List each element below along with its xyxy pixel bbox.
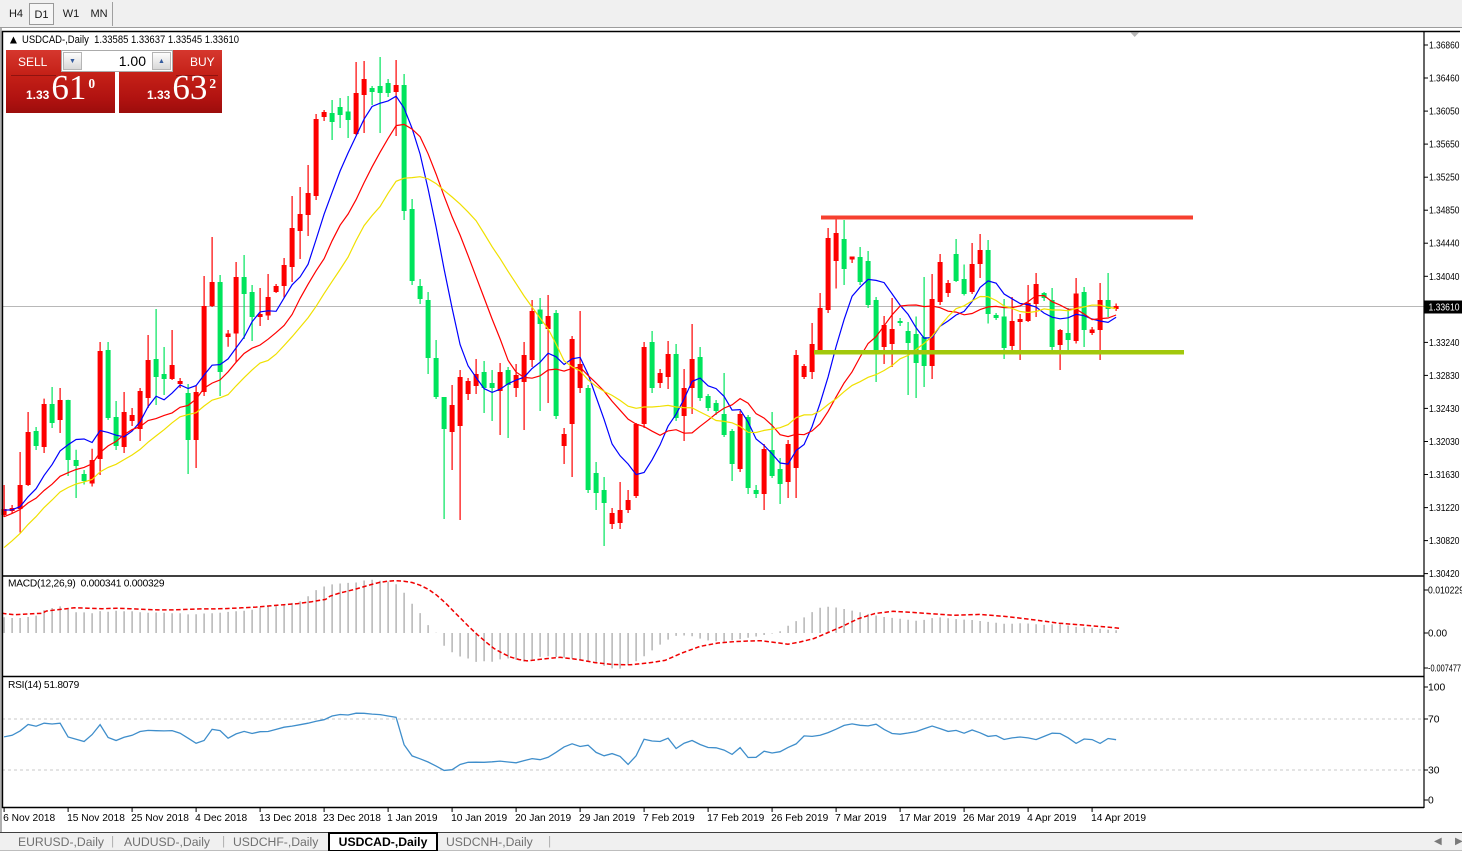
- svg-text:15 Nov 2018: 15 Nov 2018: [67, 813, 125, 824]
- svg-text:1.31630: 1.31630: [1429, 470, 1460, 481]
- svg-text:26 Mar 2019: 26 Mar 2019: [963, 813, 1021, 824]
- svg-text:10 Jan 2019: 10 Jan 2019: [451, 813, 507, 824]
- svg-text:4 Apr 2019: 4 Apr 2019: [1027, 813, 1077, 824]
- svg-text:▲: ▲: [8, 33, 20, 47]
- svg-text:30: 30: [1428, 766, 1440, 777]
- svg-text:1.32030: 1.32030: [1429, 437, 1460, 448]
- svg-text:25 Nov 2018: 25 Nov 2018: [131, 813, 189, 824]
- svg-text:1.33610: 1.33610: [1429, 303, 1460, 314]
- svg-text:14 Apr 2019: 14 Apr 2019: [1091, 813, 1146, 824]
- svg-text:RSI(14) 51.8079: RSI(14) 51.8079: [8, 680, 80, 691]
- svg-text:0.00: 0.00: [1428, 629, 1447, 640]
- svg-text:20 Jan 2019: 20 Jan 2019: [515, 813, 571, 824]
- svg-text:1.36050: 1.36050: [1429, 107, 1460, 118]
- svg-text:1.36860: 1.36860: [1429, 41, 1460, 52]
- svg-text:1.34440: 1.34440: [1429, 239, 1460, 250]
- svg-text:4 Dec 2018: 4 Dec 2018: [195, 813, 247, 824]
- svg-text:6 Nov 2018: 6 Nov 2018: [3, 813, 55, 824]
- svg-text:7 Mar 2019: 7 Mar 2019: [835, 813, 887, 824]
- svg-text:USDCAD-,Daily 1.33585 1.33637: USDCAD-,Daily 1.33585 1.33637 1.33545 1.…: [22, 34, 239, 46]
- svg-text:1.30420: 1.30420: [1429, 569, 1460, 580]
- svg-text:13 Dec 2018: 13 Dec 2018: [259, 813, 317, 824]
- svg-text:29 Jan 2019: 29 Jan 2019: [579, 813, 635, 824]
- svg-text:1.32830: 1.32830: [1429, 371, 1460, 382]
- svg-text:17 Feb 2019: 17 Feb 2019: [707, 813, 765, 824]
- svg-text:1.36460: 1.36460: [1429, 74, 1460, 85]
- svg-text:17 Mar 2019: 17 Mar 2019: [899, 813, 957, 824]
- svg-text:7 Feb 2019: 7 Feb 2019: [643, 813, 695, 824]
- svg-text:1.32430: 1.32430: [1429, 404, 1460, 415]
- svg-text:1.34850: 1.34850: [1429, 206, 1460, 217]
- svg-text:23 Dec 2018: 23 Dec 2018: [323, 813, 381, 824]
- svg-text:1.35250: 1.35250: [1429, 173, 1460, 184]
- svg-text:26 Feb 2019: 26 Feb 2019: [771, 813, 829, 824]
- svg-text:1.35650: 1.35650: [1429, 140, 1460, 151]
- svg-text:1 Jan 2019: 1 Jan 2019: [387, 813, 438, 824]
- svg-text:70: 70: [1428, 715, 1440, 726]
- svg-text:-0.007477: -0.007477: [1428, 664, 1461, 675]
- svg-text:1.30820: 1.30820: [1429, 536, 1460, 547]
- svg-text:MACD(12,26,9) 0.000341 0.0003: MACD(12,26,9) 0.000341 0.000329: [8, 579, 165, 590]
- svg-text:0.010229: 0.010229: [1428, 586, 1462, 597]
- svg-text:100: 100: [1428, 683, 1445, 694]
- svg-text:1.34040: 1.34040: [1429, 272, 1460, 283]
- svg-text:1.33240: 1.33240: [1429, 338, 1460, 349]
- svg-text:1.31220: 1.31220: [1429, 503, 1460, 514]
- svg-text:0: 0: [1428, 796, 1434, 807]
